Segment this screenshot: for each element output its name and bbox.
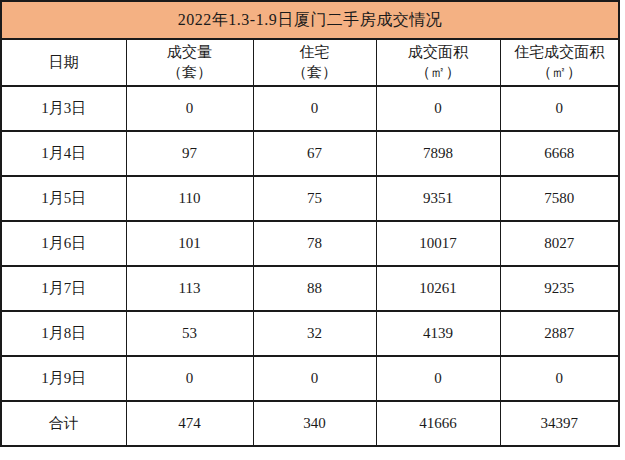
col-header-residential-line1: 住宅 bbox=[254, 43, 376, 63]
area-cell: 9351 bbox=[376, 176, 500, 221]
table-row: 1月4日 97 67 7898 6668 bbox=[1, 131, 619, 176]
residential-cell: 88 bbox=[253, 266, 376, 311]
residential-area-cell: 6668 bbox=[500, 131, 619, 176]
volume-cell: 113 bbox=[126, 266, 253, 311]
date-cell: 1月4日 bbox=[1, 131, 126, 176]
col-header-residential-area: 住宅成交面积 （㎡） bbox=[500, 39, 619, 86]
residential-cell: 340 bbox=[253, 401, 376, 446]
area-cell: 0 bbox=[376, 86, 500, 131]
residential-area-cell: 9235 bbox=[500, 266, 619, 311]
col-header-date: 日期 bbox=[1, 39, 126, 86]
col-header-residential: 住宅 （套） bbox=[253, 39, 376, 86]
table-row: 1月5日 110 75 9351 7580 bbox=[1, 176, 619, 221]
volume-cell: 97 bbox=[126, 131, 253, 176]
table-row: 1月9日 0 0 0 0 bbox=[1, 356, 619, 401]
residential-area-cell: 7580 bbox=[500, 176, 619, 221]
col-header-area: 成交面积 （㎡） bbox=[376, 39, 500, 86]
page-title: 2022年1.3-1.9日厦门二手房成交情况 bbox=[1, 1, 619, 39]
area-cell: 41666 bbox=[376, 401, 500, 446]
table-row: 1月6日 101 78 10017 8027 bbox=[1, 221, 619, 266]
col-header-residential-line2: （套） bbox=[254, 63, 376, 83]
area-cell: 10017 bbox=[376, 221, 500, 266]
date-cell: 1月9日 bbox=[1, 356, 126, 401]
date-cell: 1月8日 bbox=[1, 311, 126, 356]
area-cell: 4139 bbox=[376, 311, 500, 356]
col-header-volume: 成交量 （套） bbox=[126, 39, 253, 86]
date-cell: 1月3日 bbox=[1, 86, 126, 131]
residential-cell: 78 bbox=[253, 221, 376, 266]
residential-cell: 0 bbox=[253, 356, 376, 401]
volume-cell: 0 bbox=[126, 86, 253, 131]
col-header-volume-line2: （套） bbox=[127, 63, 253, 83]
area-cell: 10261 bbox=[376, 266, 500, 311]
area-cell: 7898 bbox=[376, 131, 500, 176]
residential-cell: 0 bbox=[253, 86, 376, 131]
date-cell: 1月6日 bbox=[1, 221, 126, 266]
volume-cell: 53 bbox=[126, 311, 253, 356]
table-row: 1月8日 53 32 4139 2887 bbox=[1, 311, 619, 356]
volume-cell: 0 bbox=[126, 356, 253, 401]
volume-cell: 101 bbox=[126, 221, 253, 266]
residential-area-cell: 34397 bbox=[500, 401, 619, 446]
column-header-row: 日期 成交量 （套） 住宅 （套） 成交面积 （㎡） 住宅成交面积 （㎡） bbox=[1, 39, 619, 86]
residential-cell: 75 bbox=[253, 176, 376, 221]
residential-area-cell: 2887 bbox=[500, 311, 619, 356]
date-cell: 1月5日 bbox=[1, 176, 126, 221]
col-header-area-line2: （㎡） bbox=[377, 63, 500, 83]
area-cell: 0 bbox=[376, 356, 500, 401]
residential-area-cell: 8027 bbox=[500, 221, 619, 266]
date-cell: 1月7日 bbox=[1, 266, 126, 311]
title-row: 2022年1.3-1.9日厦门二手房成交情况 bbox=[1, 1, 619, 39]
residential-area-cell: 0 bbox=[500, 356, 619, 401]
col-header-volume-line1: 成交量 bbox=[127, 43, 253, 63]
residential-cell: 32 bbox=[253, 311, 376, 356]
residential-area-cell: 0 bbox=[500, 86, 619, 131]
date-cell: 合计 bbox=[1, 401, 126, 446]
total-row: 合计 474 340 41666 34397 bbox=[1, 401, 619, 446]
volume-cell: 110 bbox=[126, 176, 253, 221]
col-header-area-line1: 成交面积 bbox=[377, 43, 500, 63]
col-header-residential-area-line1: 住宅成交面积 bbox=[501, 43, 619, 63]
table-row: 1月7日 113 88 10261 9235 bbox=[1, 266, 619, 311]
residential-cell: 67 bbox=[253, 131, 376, 176]
volume-cell: 474 bbox=[126, 401, 253, 446]
transactions-table: 2022年1.3-1.9日厦门二手房成交情况 日期 成交量 （套） 住宅 （套）… bbox=[0, 0, 620, 447]
col-header-residential-area-line2: （㎡） bbox=[501, 63, 619, 83]
table-row: 1月3日 0 0 0 0 bbox=[1, 86, 619, 131]
